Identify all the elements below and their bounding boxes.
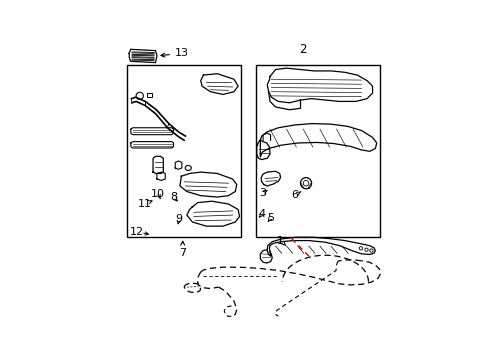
Text: 9: 9	[175, 214, 183, 224]
Text: 12: 12	[130, 227, 144, 237]
Text: 4: 4	[258, 209, 265, 219]
Text: 6: 6	[291, 190, 298, 200]
Text: 8: 8	[170, 192, 177, 202]
Text: 13: 13	[161, 48, 188, 58]
Text: 2: 2	[299, 43, 306, 56]
Text: 3: 3	[259, 188, 266, 198]
Bar	[146, 93, 151, 97]
Text: 11: 11	[138, 199, 151, 209]
Text: 1: 1	[277, 235, 284, 246]
Bar	[256, 66, 379, 237]
Text: 10: 10	[151, 189, 165, 199]
Text: 5: 5	[266, 213, 273, 223]
Text: 7: 7	[179, 241, 186, 258]
Bar	[127, 66, 241, 237]
